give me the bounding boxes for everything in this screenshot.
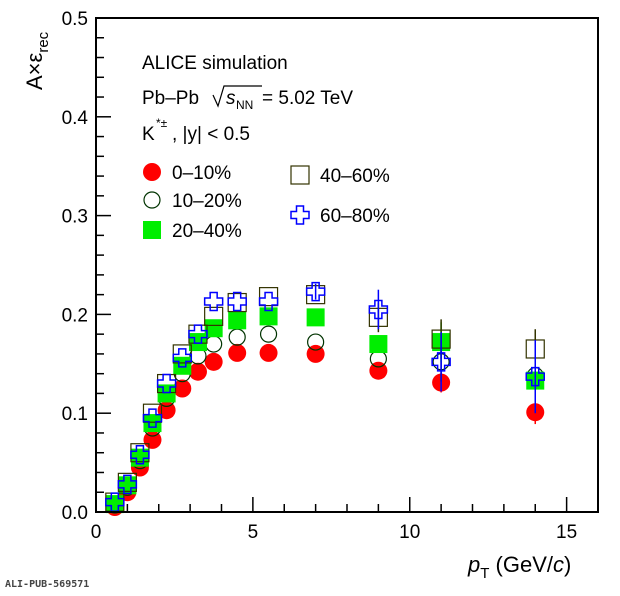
- y-tick-label: 0.4: [62, 108, 89, 129]
- data-point: [307, 333, 325, 351]
- data-point: [205, 335, 223, 353]
- data-point: [228, 311, 247, 330]
- legend-marker: [290, 165, 310, 185]
- series-1: [106, 325, 544, 514]
- data-point: [369, 361, 388, 380]
- legend-label: 20–40%: [172, 221, 242, 242]
- legend: 0–10% 10–20% 20–40% 40–60% 60–80%: [143, 163, 390, 242]
- data-point: [142, 408, 163, 428]
- y-tick-label: 0.5: [62, 9, 88, 30]
- series-4: [105, 281, 545, 512]
- x-axis-label: pT (GeV/c): [467, 552, 571, 582]
- data-point: [143, 430, 162, 449]
- data-point: [204, 306, 224, 326]
- x-tick-label: 5: [248, 522, 259, 543]
- legend-marker: [143, 191, 161, 209]
- data-point: [306, 344, 325, 363]
- series-0: [105, 343, 545, 517]
- data-point: [188, 362, 207, 381]
- legend-marker: [143, 163, 161, 181]
- data-point: [117, 474, 138, 495]
- data-point: [105, 495, 124, 514]
- data-point: [227, 292, 247, 313]
- data-points: [105, 281, 545, 517]
- svg-text:Pb–Pb: Pb–Pb: [142, 88, 199, 109]
- data-point: [204, 319, 223, 338]
- y-tick-label: 0.1: [62, 404, 88, 425]
- annotation-particle: K *± , |y| < 0.5: [142, 116, 250, 145]
- data-point: [204, 352, 223, 371]
- annotation-alice: ALICE simulation: [142, 53, 288, 74]
- data-point: [143, 414, 162, 433]
- data-point: [525, 366, 545, 387]
- data-point: [188, 324, 208, 344]
- legend-marker: [290, 205, 310, 225]
- data-point: [305, 281, 326, 302]
- data-point: [227, 291, 247, 312]
- svg-text:pT (GeV/c): pT (GeV/c): [467, 552, 571, 582]
- y-tick-label: 0.2: [62, 305, 88, 326]
- data-point: [369, 335, 388, 354]
- legend-label: 60–80%: [320, 206, 390, 227]
- data-point: [130, 444, 150, 465]
- axis-ticks: 0 5 10 15 0.0 0.1 0.2 0.3 0.4 0.5: [62, 9, 599, 543]
- y-tick-label: 0.3: [62, 207, 88, 228]
- data-point: [173, 356, 192, 375]
- y-tick-label: 0.0: [62, 503, 88, 524]
- data-point: [203, 291, 224, 312]
- data-point: [258, 291, 279, 312]
- x-tick-label: 10: [399, 522, 420, 543]
- data-point: [173, 379, 192, 398]
- svg-text:= 5.02 TeV: = 5.02 TeV: [262, 88, 353, 109]
- data-point: [258, 287, 279, 307]
- x-tick-label: 15: [556, 522, 577, 543]
- data-point: [142, 403, 163, 423]
- data-point: [156, 373, 177, 394]
- svg-text:K: K: [142, 124, 155, 145]
- data-point: [228, 328, 246, 346]
- data-point: [368, 299, 389, 320]
- svg-text:NN: NN: [236, 98, 253, 112]
- svg-text:A×εrec: A×εrec: [22, 31, 52, 90]
- legend-marker: [143, 221, 161, 239]
- data-point: [228, 343, 247, 362]
- data-point: [306, 308, 325, 327]
- publication-id: ALI-PUB-569571: [5, 579, 90, 590]
- svg-text:s: s: [226, 88, 236, 109]
- x-tick-label: 0: [91, 522, 102, 543]
- data-point: [157, 384, 176, 403]
- data-point: [259, 307, 278, 326]
- y-axis-label: A×εrec: [22, 31, 52, 90]
- svg-text:*±: *±: [156, 116, 168, 130]
- data-point: [259, 343, 278, 362]
- legend-label: 10–20%: [172, 191, 242, 212]
- annotation-system: Pb–Pb s NN = 5.02 TeV: [142, 85, 353, 112]
- svg-text:, |y| < 0.5: , |y| < 0.5: [172, 124, 250, 145]
- sqrt-symbol: [212, 85, 262, 108]
- data-point: [431, 352, 451, 372]
- legend-label: 0–10%: [172, 163, 231, 184]
- legend-label: 40–60%: [320, 166, 390, 187]
- data-point: [172, 348, 193, 368]
- data-point: [259, 325, 278, 343]
